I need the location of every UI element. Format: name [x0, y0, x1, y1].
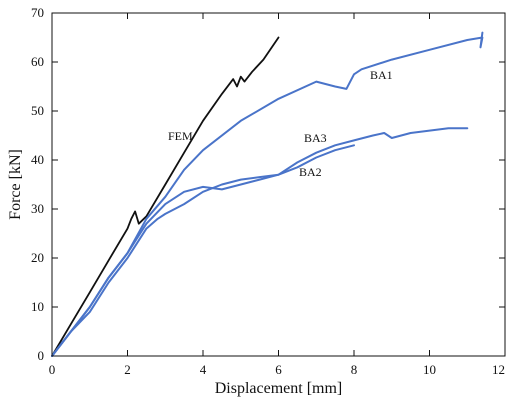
y-tick-label-50: 50: [31, 103, 44, 118]
plot-frame: [51, 12, 506, 357]
y-tick-label-10: 10: [31, 299, 44, 314]
y-tick-label-0: 0: [38, 348, 45, 363]
series-label-ba2: BA2: [299, 165, 322, 179]
y-ticks: [52, 12, 505, 357]
x-axis-label: Displacement [mm]: [215, 380, 343, 397]
x-tick-label-6: 6: [275, 362, 282, 377]
x-tick-label-4: 4: [200, 362, 207, 377]
series-label-ba3: BA3: [304, 131, 327, 145]
y-tick-label-30: 30: [31, 201, 44, 216]
series-line-fem: [51, 36, 280, 357]
x-tick-label-12: 12: [492, 362, 505, 377]
x-tick-label-10: 10: [423, 362, 436, 377]
series-label-fem: FEM: [168, 129, 193, 143]
x-tick-label-2: 2: [124, 362, 131, 377]
series-line-ba2: [51, 144, 355, 357]
y-axis-label: Force [kN]: [7, 149, 24, 220]
series-line-ba3: [51, 127, 469, 357]
series-label-ba1: BA1: [370, 68, 393, 82]
y-tick-label-20: 20: [31, 250, 44, 265]
x-tick-label-8: 8: [351, 362, 358, 377]
series-line-ba1: [51, 31, 484, 357]
series-layer: [51, 31, 484, 357]
y-tick-label-70: 70: [31, 5, 44, 20]
x-tick-label-0: 0: [49, 362, 56, 377]
y-tick-label-40: 40: [31, 152, 44, 167]
y-tick-label-60: 60: [31, 54, 44, 69]
x-ticks: [51, 13, 506, 356]
